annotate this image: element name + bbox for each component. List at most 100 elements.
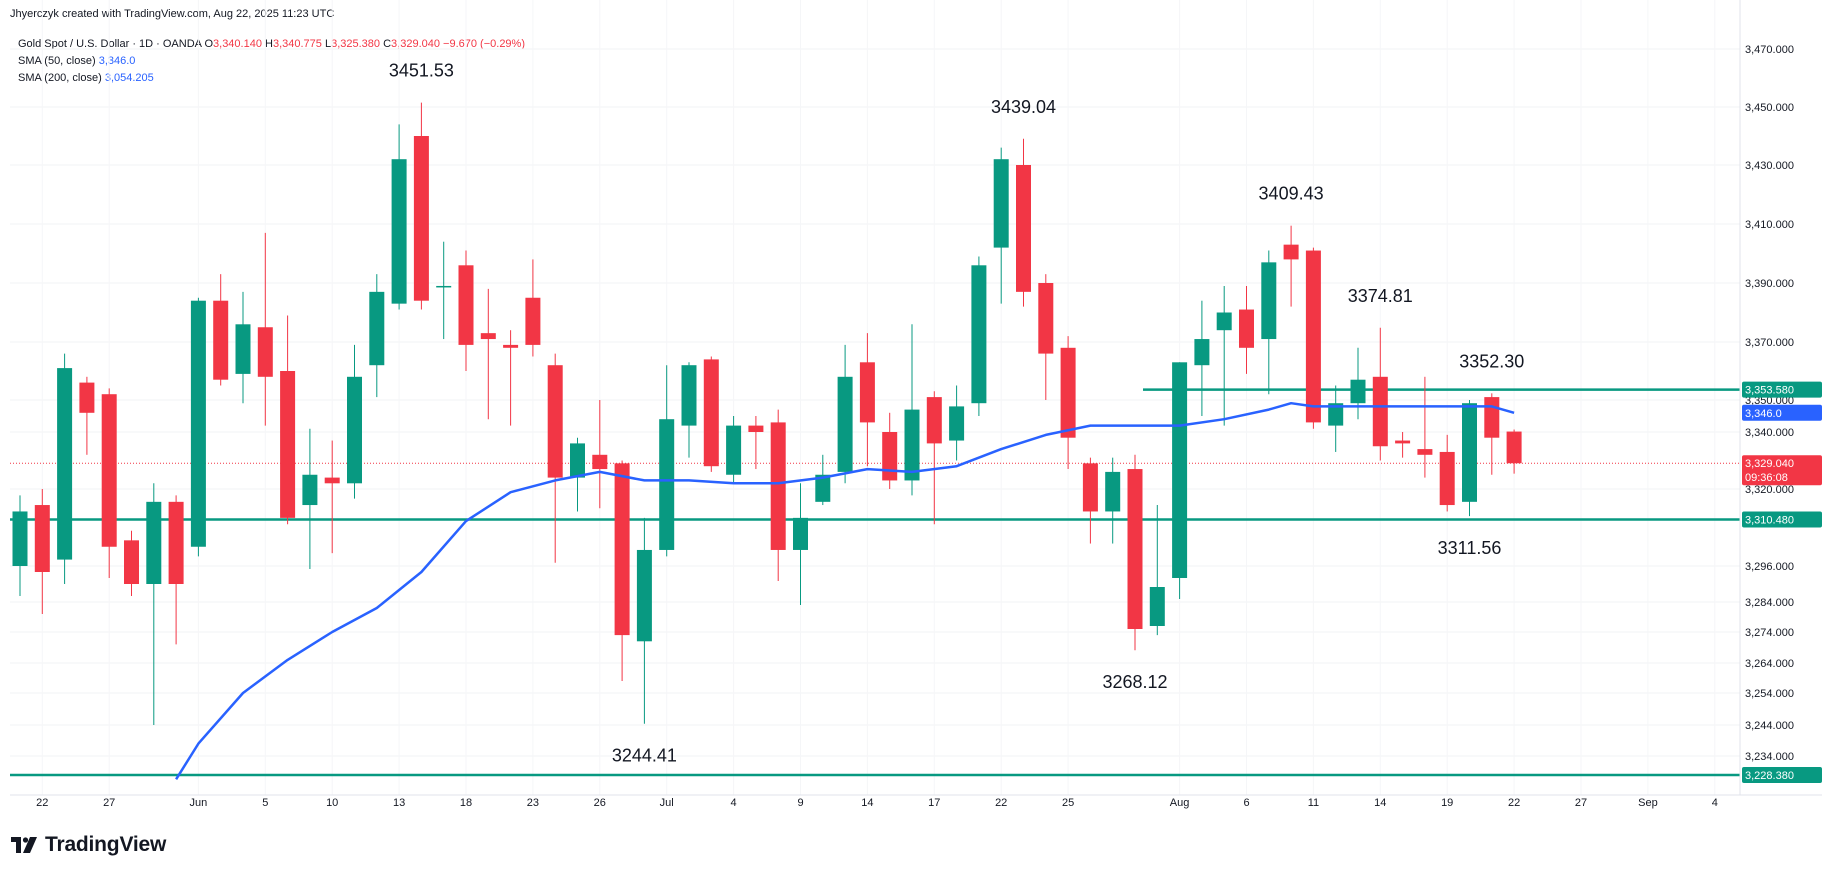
x-tick-label: 22	[1508, 797, 1520, 809]
candle-body	[793, 517, 808, 550]
candle	[793, 483, 808, 605]
x-tick-label: 17	[928, 797, 940, 809]
price-annotation: 3352.30	[1459, 351, 1524, 371]
candle	[1462, 400, 1477, 517]
candle-body	[79, 382, 95, 413]
candle	[503, 330, 519, 426]
candle	[1395, 432, 1411, 458]
y-tick-label: 3,296.000	[1745, 561, 1794, 573]
price-annotation: 3244.41	[612, 746, 677, 766]
level-price-tag-bg	[1742, 767, 1822, 783]
tradingview-logo[interactable]: TradingView	[11, 833, 166, 857]
x-tick-label: 14	[1374, 797, 1386, 809]
sma200-legend-line[interactable]: SMA (200, close) 3,054.205	[18, 70, 525, 87]
candle-body	[413, 136, 429, 301]
candle-body	[770, 422, 786, 550]
price-annotation: 3268.12	[1102, 672, 1167, 692]
level-price-tag-bg	[1742, 381, 1822, 398]
high-value: 3,340.775	[272, 38, 322, 50]
last-price-tag-bg	[1742, 455, 1822, 486]
candle-body	[1127, 469, 1143, 629]
candle-body	[681, 365, 697, 426]
sma50-line	[175, 401, 1515, 780]
low-value: 3,325.380	[331, 38, 381, 50]
candle	[1439, 434, 1455, 512]
x-tick-label: 22	[36, 797, 48, 809]
candle	[570, 437, 585, 512]
open-value: 3,340.140	[213, 38, 262, 50]
candle	[480, 288, 496, 420]
y-tick-label: 3,450.000	[1745, 102, 1794, 114]
candle-body	[1016, 165, 1031, 292]
candle	[659, 365, 675, 557]
candle	[547, 353, 563, 563]
level-price-tag-label: 3,228.380	[1745, 770, 1794, 782]
x-tick-label: Sep	[1638, 797, 1658, 809]
candle	[926, 391, 942, 525]
candle	[1060, 336, 1076, 470]
candle	[1082, 457, 1098, 544]
candle	[1172, 362, 1188, 599]
x-tick-label: 9	[797, 797, 803, 809]
x-tick-label: 19	[1441, 797, 1453, 809]
candle-body	[480, 333, 496, 340]
candle	[882, 412, 898, 489]
y-tick-label: 3,390.000	[1745, 278, 1794, 290]
candle	[1305, 247, 1321, 429]
last-price-tag-countdown: 09:36:08	[1745, 472, 1788, 484]
y-tick-label: 3,340.000	[1745, 427, 1794, 439]
candle	[391, 124, 407, 310]
y-tick-label: 3,234.000	[1745, 751, 1794, 763]
candle-body	[1350, 379, 1366, 404]
candle-body	[570, 443, 585, 478]
tradingview-logo-text: TradingView	[45, 833, 167, 856]
candle-body	[1305, 250, 1321, 423]
axes: 3,470.000 3,450.000 3,430.000 3,410.000 3,39…	[10, 0, 1822, 809]
candle-body	[1372, 376, 1388, 447]
candle-body	[904, 409, 920, 481]
candle	[12, 495, 28, 596]
x-tick-label: 18	[460, 797, 472, 809]
price-tags: 3,353.580 3,310.480 3,228.380 3,346.0 3,329.…	[1742, 381, 1822, 783]
candle-body	[34, 505, 50, 572]
y-tick-label: 3,274.000	[1745, 627, 1794, 639]
candle	[1239, 285, 1254, 374]
low-label: L	[324, 38, 332, 50]
last-price-tag-label: 3,329.040	[1745, 458, 1794, 470]
candle	[859, 333, 875, 467]
level-price-tag-label: 3,353.580	[1745, 385, 1794, 397]
candle	[190, 297, 206, 557]
x-tick-label: 26	[594, 797, 606, 809]
candle-body	[1439, 451, 1455, 506]
y-tick-label: 3,470.000	[1745, 44, 1794, 56]
candle-body	[1506, 431, 1522, 464]
chart-grid	[10, 0, 1740, 795]
sma-price-tag-label: 3,346.0	[1745, 408, 1782, 420]
candle-body	[659, 419, 675, 550]
candle	[324, 440, 340, 554]
candle	[369, 274, 385, 398]
candle-body	[1261, 262, 1277, 340]
candle	[993, 147, 1009, 304]
candle	[1016, 138, 1031, 307]
candle-body	[190, 300, 206, 547]
x-tick-label: 27	[1575, 797, 1587, 809]
close-label: C	[383, 38, 392, 50]
candle	[1105, 457, 1121, 544]
candle	[1261, 250, 1277, 395]
candle-body	[971, 265, 987, 404]
candle	[1350, 347, 1366, 420]
sma50-legend-line[interactable]: SMA (50, close) 3,346.0	[18, 53, 525, 70]
candle	[592, 400, 608, 509]
close-value: 3,329.040	[391, 38, 440, 50]
price-annotations: 3451.53 3439.04 3409.43 3374.81 3352.30 3311.…	[389, 61, 1524, 766]
candle	[436, 241, 452, 340]
candle-body	[614, 463, 630, 636]
x-tick-label: 6	[1243, 797, 1249, 809]
candle-body	[436, 285, 452, 288]
candle-body	[101, 394, 117, 547]
tradingview-logo-icon	[11, 837, 37, 853]
candle-body	[347, 376, 362, 484]
high-label: H	[265, 38, 273, 50]
